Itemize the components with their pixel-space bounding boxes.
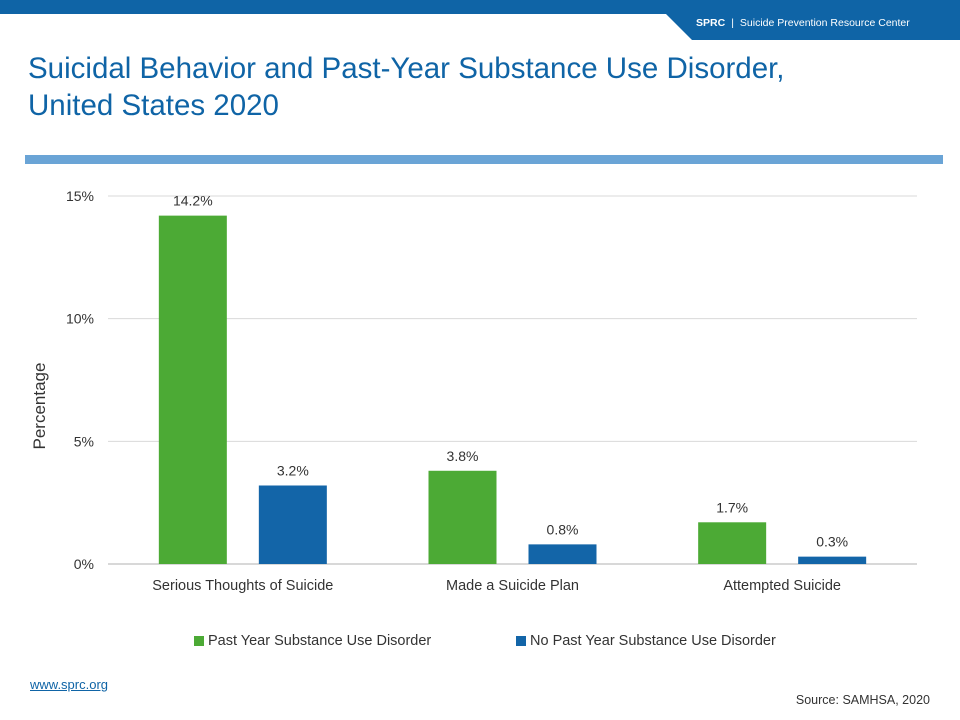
data-label: 3.8%	[447, 448, 479, 464]
y-tick-label: 15%	[66, 188, 94, 204]
legend: Past Year Substance Use Disorder No Past…	[0, 633, 960, 651]
source-note: Source: SAMHSA, 2020	[795, 693, 930, 707]
x-tick-label: Made a Suicide Plan	[446, 578, 579, 594]
y-axis-label: Percentage	[30, 363, 49, 450]
x-tick-label: Attempted Suicide	[723, 578, 841, 594]
bar-sud-3	[698, 522, 767, 564]
title-rule	[25, 155, 943, 164]
bar-no-sud-2	[528, 544, 597, 564]
y-tick-label: 5%	[74, 433, 94, 449]
legend-label-sud: Past Year Substance Use Disorder	[208, 633, 432, 649]
header-separator: |	[731, 16, 734, 29]
page-title: Suicidal Behavior and Past-Year Substanc…	[28, 50, 908, 124]
bar-sud-1	[158, 215, 227, 565]
x-tick-label: Serious Thoughts of Suicide	[152, 578, 333, 594]
title-line-1: Suicidal Behavior and Past-Year Substanc…	[28, 52, 785, 85]
sprc-website-link[interactable]: www.sprc.org	[30, 677, 109, 692]
bar-no-sud-3	[798, 556, 867, 564]
data-label: 3.2%	[277, 462, 309, 478]
bar-no-sud-1	[258, 485, 327, 564]
legend-item-sud: Past Year Substance Use Disorder	[194, 633, 431, 649]
bar-sud-2	[428, 470, 497, 564]
data-label: 1.7%	[716, 499, 748, 515]
data-label: 0.8%	[547, 521, 579, 537]
legend-label-no-sud: No Past Year Substance Use Disorder	[530, 633, 776, 649]
y-tick-label: 10%	[66, 311, 94, 327]
header-org: SPRC	[696, 16, 726, 29]
title-line-2: United States 2020	[28, 89, 279, 122]
legend-swatch-no-sud	[516, 636, 526, 646]
data-label: 0.3%	[816, 534, 848, 550]
header-org-full: Suicide Prevention Resource Center	[739, 16, 910, 29]
header-tab: SPRC | Suicide Prevention Resource Cente…	[666, 0, 960, 40]
legend-item-no-sud: No Past Year Substance Use Disorder	[516, 633, 776, 649]
y-tick-label: 0%	[74, 556, 94, 572]
data-label: 14.2%	[173, 193, 213, 209]
legend-swatch-sud	[194, 636, 204, 646]
